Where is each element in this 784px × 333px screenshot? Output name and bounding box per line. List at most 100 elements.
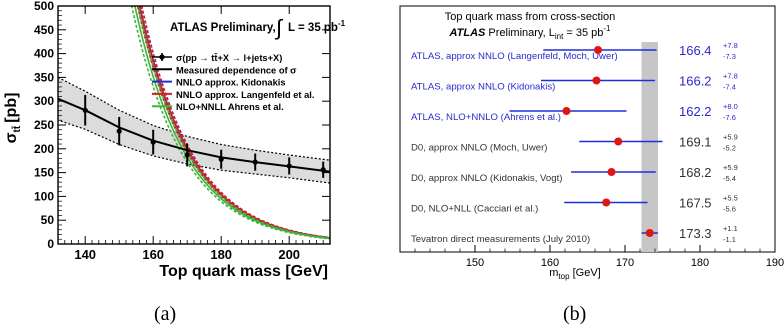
measurement-row: D0, approx NNLO (Moch, Uwer) 169.1 +5.9 -5.… <box>411 133 738 154</box>
measurement-label: D0, NLO+NLL (Cacciari et al.) <box>411 204 538 215</box>
x-tick-label: 140 <box>74 247 96 262</box>
measurement-point <box>562 107 571 115</box>
measurement-error-up: +5.9 <box>723 133 738 142</box>
panel-b-subtitle: ATLAS Preliminary, Lint = 35 pb-1 <box>449 24 612 41</box>
data-point <box>82 107 88 113</box>
axis-ticks-b: 150 160 170 180 190 <box>414 245 784 269</box>
y-tick-label: 250 <box>34 118 54 132</box>
y-tick-label: 450 <box>34 23 54 37</box>
atlas-preliminary-label: ATLAS Preliminary, <box>170 22 276 34</box>
data-point <box>150 139 156 145</box>
band-area <box>58 77 330 184</box>
measurement-row: ATLAS, NLO+NNLO (Ahrens et al.) 162.2 +8.0… <box>411 102 738 123</box>
measurement-error-up: +5.5 <box>723 194 738 203</box>
y-tick-label: 500 <box>34 0 54 13</box>
measurement-label: D0, approx NNLO (Kidonakis, Vogt) <box>411 173 562 184</box>
x-tick-label: 170 <box>616 257 634 269</box>
measurement-error-up: +1.1 <box>723 224 738 233</box>
theory-curve <box>134 6 330 240</box>
atlas-header: ATLAS Preliminary, ∫ L = 35 pb-1 <box>170 15 346 40</box>
panel-label-a: (a) <box>154 303 177 325</box>
measurement-error-down: -7.6 <box>723 113 736 122</box>
measurement-label: Tevatron direct measurements (July 2010) <box>411 234 590 245</box>
measurement-row: ATLAS, approx NNLO (Kidonakis) 166.2 +7.8 -… <box>411 72 738 93</box>
data-point <box>320 167 326 173</box>
measurement-point <box>602 198 611 207</box>
legend-marker-dot <box>159 54 165 60</box>
y-tick-label: 400 <box>34 47 54 61</box>
tevatron-band <box>641 42 658 252</box>
measurement-row: Tevatron direct measurements (July 2010)… <box>411 224 738 245</box>
measurement-entries: ATLAS, approx NNLO (Langenfeld, Moch, Uw… <box>411 41 738 245</box>
measurement-error-down: -5.4 <box>723 174 736 183</box>
measurement-value: 162.2 <box>679 104 712 119</box>
legend-label: σ(pp → tt̄+X → l+jets+X) <box>176 53 282 63</box>
y-tick-label: 100 <box>34 189 54 203</box>
data-point <box>218 156 224 162</box>
y-tick-label: 350 <box>34 70 54 84</box>
data-point <box>184 152 190 158</box>
measurement-value: 166.4 <box>679 43 712 58</box>
legend-label: NNLO approx. Langenfeld et al. <box>176 90 314 100</box>
measurement-error-down: -1.1 <box>723 235 736 244</box>
measurement-error-down: -5.6 <box>723 205 736 214</box>
x-axis-label: Top quark mass [GeV] <box>159 263 328 280</box>
measurement-error-down: -7.3 <box>723 52 736 61</box>
x-tick-label: 190 <box>766 257 784 269</box>
legend-label: Measured dependence of σ <box>176 65 297 75</box>
theory-curves <box>130 6 330 240</box>
measurement-value: 166.2 <box>679 74 712 89</box>
measurement-error-up: +5.9 <box>723 163 738 172</box>
panel-b-title: Top quark mass from cross-section <box>445 11 616 23</box>
measurement-point <box>645 229 654 237</box>
measurement-error-down: -7.4 <box>723 83 736 92</box>
measurement-value: 169.1 <box>679 135 712 150</box>
measurement-label: ATLAS, NLO+NNLO (Ahrens et al.) <box>411 112 561 123</box>
y-tick-label: 200 <box>34 142 54 156</box>
y-tick-label: 150 <box>34 166 54 180</box>
measurement-error-up: +8.0 <box>723 102 738 111</box>
measurement-point <box>607 168 616 176</box>
theory-curve <box>140 6 330 239</box>
measurement-row: D0, approx NNLO (Kidonakis, Vogt) 168.2 +5… <box>411 163 738 184</box>
y-tick-label: 300 <box>34 94 54 108</box>
data-point <box>116 128 122 134</box>
x-tick-label: 200 <box>278 247 300 262</box>
x-tick-label: 160 <box>541 257 559 269</box>
integral-sign: ∫ <box>274 15 284 40</box>
panel-label-b: (b) <box>563 303 587 325</box>
legend-label: NLO+NNLL Ahrens et al. <box>176 102 284 112</box>
y-tick-label: 0 <box>47 237 54 251</box>
measurement-label: ATLAS, approx NNLO (Langenfeld, Moch, Uw… <box>411 51 618 62</box>
legend-label: NNLO approx. Kidonakis <box>176 78 286 88</box>
axis-ticks: 140 160 180 200 0 50 100 150 200 250 300 350 400 450 5… <box>34 0 331 262</box>
luminosity-label: L = 35 pb-1 <box>288 19 346 34</box>
data-point <box>286 163 292 169</box>
x-axis-label-b: mtop [GeV] <box>549 267 600 281</box>
measurement-value: 167.5 <box>679 196 712 211</box>
measurement-error-up: +7.8 <box>723 41 738 50</box>
measurement-value: 168.2 <box>679 165 712 180</box>
x-tick-label: 180 <box>691 257 709 269</box>
measurement-label: ATLAS, approx NNLO (Kidonakis) <box>411 82 555 93</box>
x-tick-label: 160 <box>142 247 164 262</box>
theory-curve <box>138 6 330 239</box>
x-tick-label: 150 <box>466 257 484 269</box>
measurement-error-down: -5.2 <box>723 144 736 153</box>
measurement-error-up: +7.8 <box>723 72 738 81</box>
measurement-row: D0, NLO+NLL (Cacciari et al.) 167.5 +5.5 -5… <box>411 194 738 215</box>
measurement-row: ATLAS, approx NNLO (Langenfeld, Moch, Uw… <box>411 41 738 62</box>
y-tick-label: 50 <box>41 213 55 227</box>
measurement-point <box>592 76 601 85</box>
legend: σ(pp → tt̄+X → l+jets+X) Measured depende… <box>152 53 314 112</box>
panel-b-frame <box>399 5 776 253</box>
measurement-value: 173.3 <box>679 226 712 241</box>
measured-points <box>82 95 326 178</box>
x-tick-label: 180 <box>210 247 232 262</box>
y-axis-label: σtt̄[pb] <box>3 93 23 144</box>
measurement-label: D0, approx NNLO (Moch, Uwer) <box>411 143 547 154</box>
data-point <box>252 159 258 165</box>
measurement-point <box>614 137 623 146</box>
measurement-point <box>594 46 602 54</box>
